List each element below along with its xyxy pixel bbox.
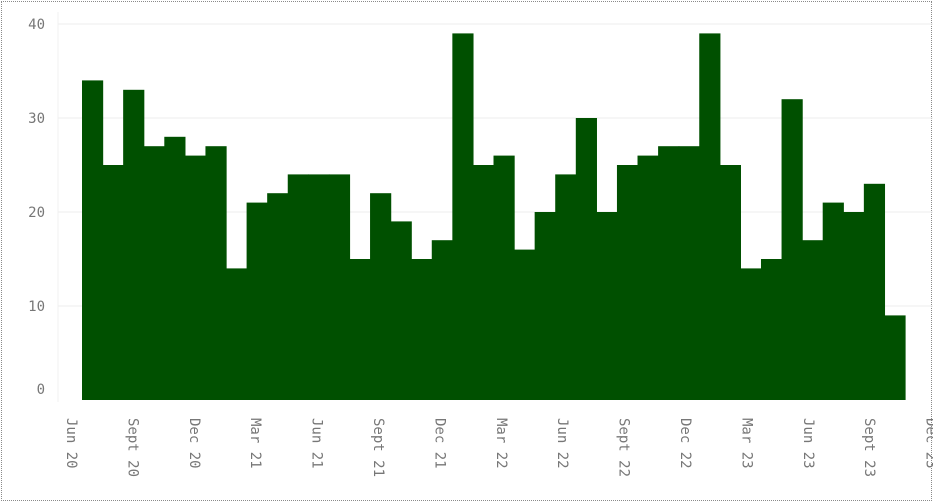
bar-aug-21: [370, 193, 392, 400]
bar-jun-21: [328, 174, 351, 400]
bar-nov-20: [184, 155, 207, 400]
bar-aug-23: [863, 183, 886, 400]
bar-feb-22: [493, 155, 515, 400]
bar-jul-21: [349, 259, 371, 400]
bar-feb-21: [246, 202, 268, 400]
x-axis: Jun 20 Sept 20 Dec 20 Mar 21 Jun 21 Sept 21 De…: [63, 418, 933, 477]
x-tick-label: Sept 22: [616, 418, 632, 477]
x-tick-label: Jun 23: [800, 418, 816, 469]
bar-sept-22: [637, 155, 659, 400]
bar-dec-22: [699, 33, 721, 401]
x-tick-label: Dec 23: [923, 418, 933, 469]
bar-apr-22: [534, 212, 556, 400]
bar-nov-21: [431, 240, 453, 400]
bar-oct-21: [411, 259, 433, 400]
bar-oct-20: [164, 136, 186, 401]
y-tick-label: 30: [28, 111, 45, 127]
y-tick-label: 40: [28, 17, 45, 33]
bar-jun-22: [575, 118, 597, 400]
y-axis: 0 10 20 30 40: [28, 17, 45, 398]
x-tick-label: Sept 23: [861, 418, 877, 477]
bar-aug-20: [123, 89, 145, 401]
bar-mar-23: [760, 259, 783, 400]
bar-sept-23: [884, 315, 906, 400]
bar-jan-23: [719, 165, 741, 400]
bar-may-22: [555, 174, 577, 400]
x-tick-label: Jun 22: [554, 418, 570, 469]
x-tick-label: Mar 23: [738, 418, 754, 469]
x-tick-label: Dec 22: [677, 418, 693, 469]
x-tick-label: Jun 21: [309, 418, 325, 469]
bar-apr-23: [781, 99, 803, 400]
bar-nov-22: [678, 146, 700, 400]
bar-oct-22: [658, 146, 680, 400]
bar-sept-20: [143, 146, 165, 400]
bar-jan-21: [226, 268, 248, 400]
bar-feb-23: [740, 268, 762, 400]
bars: [82, 33, 906, 401]
bar-dec-20: [205, 146, 227, 400]
bar-jul-20: [102, 165, 124, 400]
y-tick-label: 10: [28, 299, 45, 315]
bar-dec-21: [452, 33, 474, 401]
bar-sept-21: [390, 221, 412, 400]
x-tick-label: Dec 21: [431, 418, 447, 469]
bar-jul-23: [843, 212, 865, 400]
bar-mar-21: [267, 193, 289, 400]
bar-may-23: [802, 240, 824, 400]
x-tick-label: Mar 22: [493, 418, 509, 469]
bar-jul-22: [596, 212, 618, 400]
bar-mar-22: [514, 249, 536, 400]
bar-jan-22: [472, 165, 495, 400]
bar-apr-21: [287, 174, 309, 400]
x-tick-label: Sept 21: [370, 418, 386, 477]
x-tick-label: Sept 20: [124, 418, 140, 477]
bar-jun-23: [822, 202, 844, 400]
x-tick-label: Jun 20: [63, 418, 79, 469]
y-tick-label: 0: [37, 382, 45, 398]
y-tick-label: 20: [28, 205, 45, 221]
bar-may-21: [308, 174, 330, 400]
bar-aug-22: [616, 165, 639, 400]
x-tick-label: Mar 21: [247, 418, 263, 469]
x-tick-label: Dec 20: [186, 418, 202, 469]
bar-jun-20: [82, 80, 104, 401]
